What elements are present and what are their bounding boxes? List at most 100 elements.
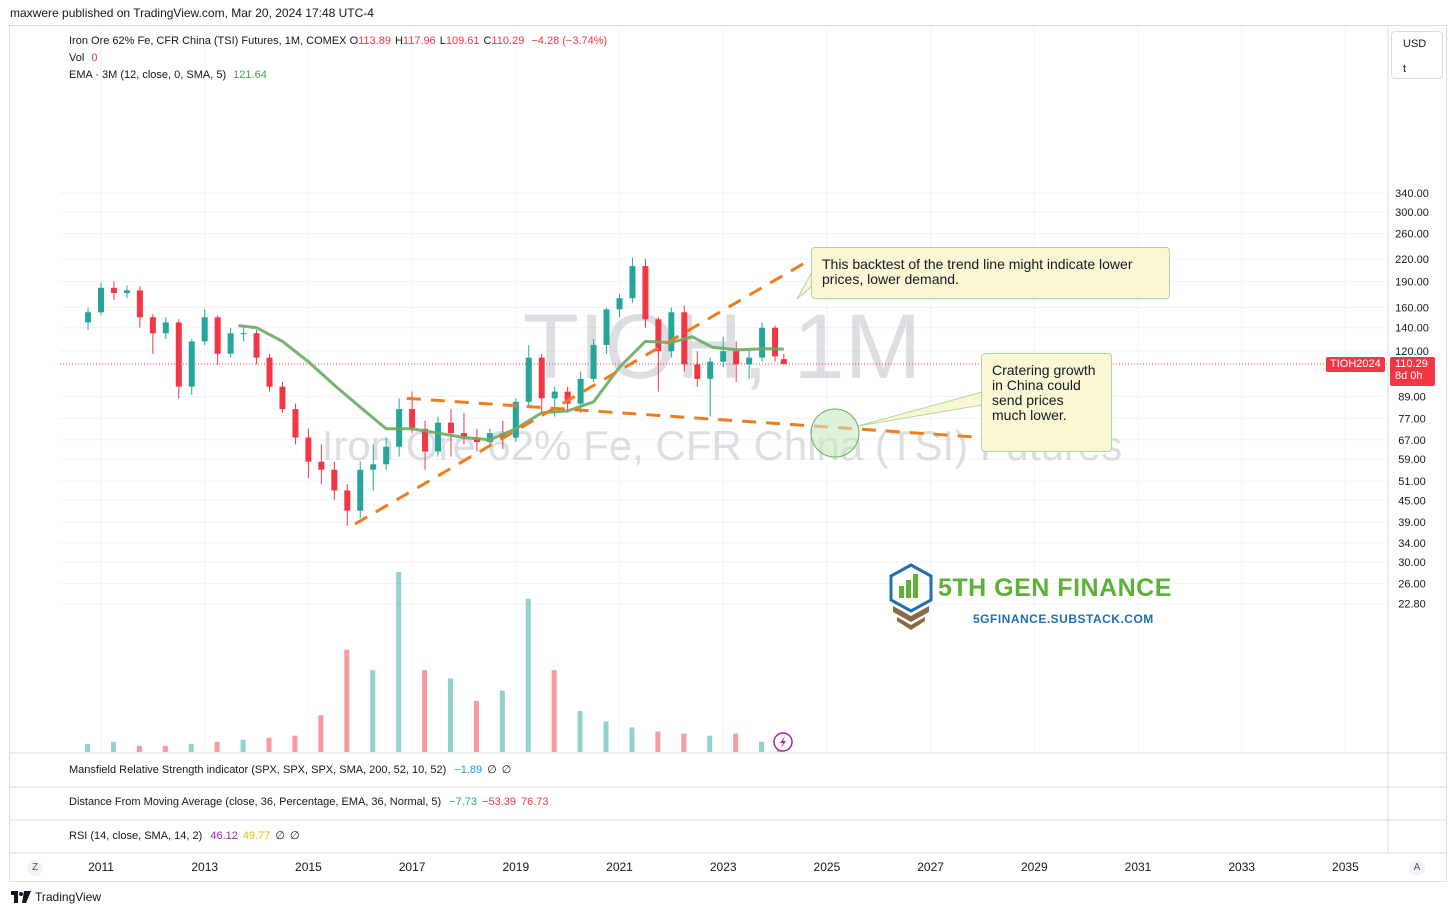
time-tick-label: 2011: [88, 860, 114, 874]
tradingview-logo-icon: [11, 891, 31, 903]
candle: [525, 357, 532, 402]
time-tick-label: 2025: [814, 860, 841, 874]
volume-bar: [603, 721, 609, 752]
indicator-values: −1.89 ∅ ∅: [449, 764, 511, 776]
volume-label: Vol: [69, 52, 85, 64]
ohlc-l: L109.61: [439, 35, 480, 47]
volume-bar: [292, 735, 298, 752]
volume-bar: [759, 741, 765, 752]
time-axis[interactable]: 2011 2013 2015 2017 2019 2021 2023 2025 2027 2029…: [88, 860, 1359, 874]
volume-bar: [733, 733, 739, 752]
volume-bar: [655, 731, 661, 752]
price-tick-label: 45.00: [1398, 495, 1426, 507]
volume-bar: [266, 737, 272, 752]
indicator-value: 76.73: [521, 796, 549, 808]
price-axis[interactable]: 340.00 300.00 260.00 220.00 190.00 160.00 140.…: [1395, 188, 1429, 611]
candle: [447, 422, 454, 434]
volume-bars: [85, 572, 783, 752]
auto-scale-button[interactable]: A: [1409, 860, 1425, 876]
candle: [383, 446, 390, 465]
volume-bar: [551, 670, 557, 752]
symbol-description: Iron Ore 62% Fe, CFR China (TSI) Futures…: [69, 35, 347, 47]
price-tick-label: 34.00: [1398, 538, 1426, 550]
volume-bar: [136, 745, 142, 752]
indicator-label: RSI (14, close, SMA, 14, 2): [69, 830, 203, 842]
volume-bar: [499, 690, 505, 752]
volume-bar: [110, 741, 116, 752]
tradingview-footer[interactable]: TradingView: [11, 890, 101, 904]
candle: [422, 428, 429, 452]
highlight-circle[interactable]: [810, 408, 860, 458]
candle: [720, 351, 727, 362]
candle: [227, 333, 234, 354]
indicator-value: ∅: [501, 764, 512, 776]
indicator-values: 46.12 49.77 ∅ ∅: [205, 830, 299, 842]
volume-bar: [525, 598, 531, 752]
candle: [409, 409, 416, 429]
candle: [149, 317, 156, 334]
indicator-distance-ma[interactable]: Distance From Moving Average (close, 36,…: [69, 796, 549, 808]
indicator-rsi[interactable]: RSI (14, close, SMA, 14, 2) 46.12 49.77 ∅ ∅: [69, 829, 300, 842]
price-tick-label: 39.00: [1398, 517, 1426, 529]
candle: [435, 422, 442, 452]
candle: [214, 317, 221, 354]
candle: [512, 401, 519, 438]
flash-icon[interactable]: [773, 732, 793, 752]
ema-value: 121.64: [233, 69, 267, 81]
volume-bar: [344, 649, 350, 752]
legend-ema[interactable]: EMA · 3M (12, close, 0, SMA, 5) 121.64: [69, 69, 267, 81]
time-tick-label: 2027: [917, 860, 944, 874]
volume-bar: [396, 572, 402, 752]
indicator-mansfield[interactable]: Mansfield Relative Strength indicator (S…: [69, 763, 511, 776]
unit-label: t: [1403, 63, 1407, 75]
candle: [344, 490, 351, 511]
currency-unit-selector[interactable]: USD t: [1391, 31, 1443, 79]
time-tick-label: 2021: [606, 860, 633, 874]
candle: [188, 341, 195, 387]
volume-bar: [473, 700, 479, 752]
callout-top-pointer: [796, 270, 813, 300]
indicator-value: −53.39: [482, 796, 516, 808]
candle: [668, 312, 675, 352]
trend-lines[interactable]: [354, 257, 983, 526]
candle: [175, 322, 182, 387]
candle: [318, 461, 325, 470]
candle: [590, 344, 597, 379]
indicator-value: 49.77: [242, 830, 271, 842]
ema-label: EMA · 3M (12, close, 0, SMA, 5): [69, 69, 227, 81]
price-tick-label: 77.00: [1398, 414, 1426, 426]
candle: [98, 287, 104, 313]
price-tick-label: 190.00: [1395, 276, 1429, 288]
candle: [629, 266, 636, 299]
candle: [85, 312, 92, 323]
volume-bar: [577, 711, 583, 752]
trend-line: [354, 257, 813, 526]
bar-countdown: 8d 0h: [1395, 370, 1423, 382]
indicator-value: ∅: [290, 830, 300, 842]
price-tick-label: 340.00: [1395, 188, 1429, 200]
volume-bar: [447, 678, 453, 752]
volume-bar: [681, 733, 687, 752]
candle: [746, 357, 753, 365]
candle: [460, 433, 467, 438]
price-tick-label: 67.00: [1398, 435, 1426, 447]
candle: [780, 359, 787, 364]
publisher-line: maxwere published on TradingView.com, Ma…: [10, 6, 374, 20]
callout-trend-backtest[interactable]: This backtest of the trend line might in…: [811, 247, 1170, 299]
zoom-button[interactable]: Z: [27, 860, 43, 876]
legend-main[interactable]: Iron Ore 62% Fe, CFR China (TSI) Futures…: [69, 35, 607, 47]
price-tick-label: 22.80: [1398, 599, 1426, 611]
candle: [201, 317, 208, 342]
currency-code: USD: [1403, 38, 1427, 50]
candle: [136, 290, 143, 318]
last-price: 110.29: [1395, 358, 1428, 370]
volume-value: 0: [91, 52, 98, 64]
trend-line: [406, 396, 983, 440]
time-tick-label: 2035: [1332, 860, 1359, 874]
candle: [577, 378, 584, 404]
time-tick-label: 2031: [1125, 860, 1152, 874]
candle: [240, 333, 247, 335]
legend-volume[interactable]: Vol 0: [69, 52, 97, 64]
callout-china-growth[interactable]: Cratering growth in China could send pri…: [981, 353, 1112, 452]
